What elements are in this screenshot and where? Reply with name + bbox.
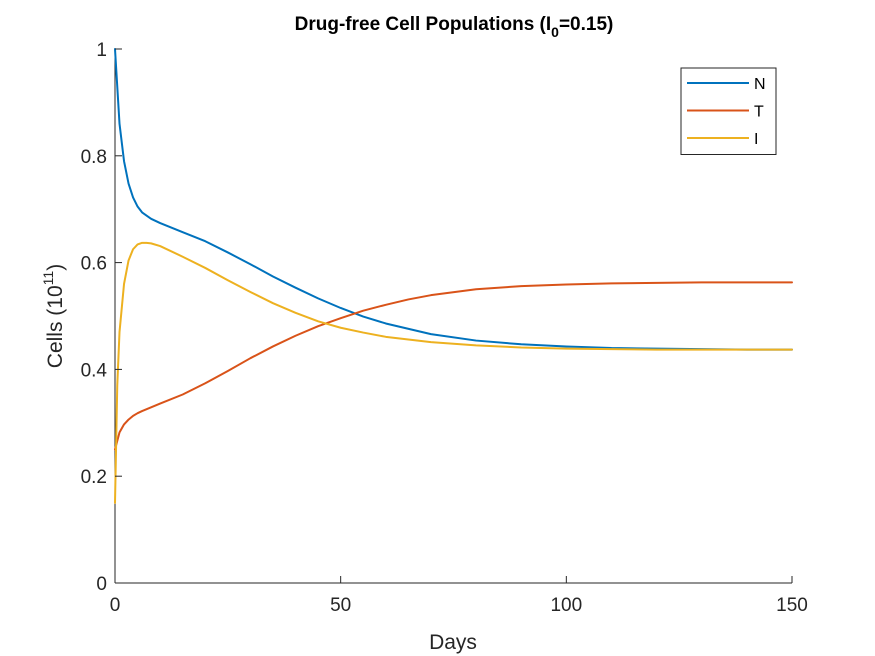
x-tick-label: 0 — [110, 595, 121, 616]
chart-title-main: Drug-free Cell Populations (I — [295, 14, 552, 35]
y-tick-label: 0.4 — [81, 360, 108, 381]
series-line-n — [114, 48, 793, 351]
legend-label-i: I — [754, 131, 758, 148]
y-axis-label: Cells (1011) — [40, 264, 67, 368]
legend-label-n: N — [754, 76, 766, 93]
x-tick-label: 50 — [330, 595, 351, 616]
chart-title: Drug-free Cell Populations (I0=0.15) — [295, 14, 614, 40]
y-axis-label-main: Cells (10 — [44, 285, 67, 368]
y-tick-label: 0.2 — [81, 467, 107, 488]
series-line-t — [114, 281, 793, 451]
y-tick-label: 1 — [96, 40, 107, 61]
legend: NTI — [680, 67, 777, 155]
series-layer — [114, 48, 793, 504]
y-tick-label: 0 — [96, 574, 107, 595]
legend-label-t: T — [754, 104, 764, 121]
x-tick-label: 150 — [776, 595, 808, 616]
series-line-i — [114, 241, 793, 504]
y-axis-ticks: 0 0.2 0.4 0.6 0.8 1 — [81, 40, 122, 595]
y-axis-label-exponent: 11 — [40, 271, 56, 286]
y-tick-label: 0.6 — [81, 254, 107, 275]
x-tick-label: 100 — [550, 595, 582, 616]
y-tick-label: 0.8 — [81, 147, 107, 168]
chart-title-subscript: 0 — [551, 24, 559, 40]
x-axis-label: Days — [429, 631, 477, 654]
y-axis-label-end: ) — [44, 264, 67, 271]
chart-title-end: =0.15) — [559, 14, 613, 35]
x-axis-ticks: 0 50 100 150 — [110, 576, 808, 616]
